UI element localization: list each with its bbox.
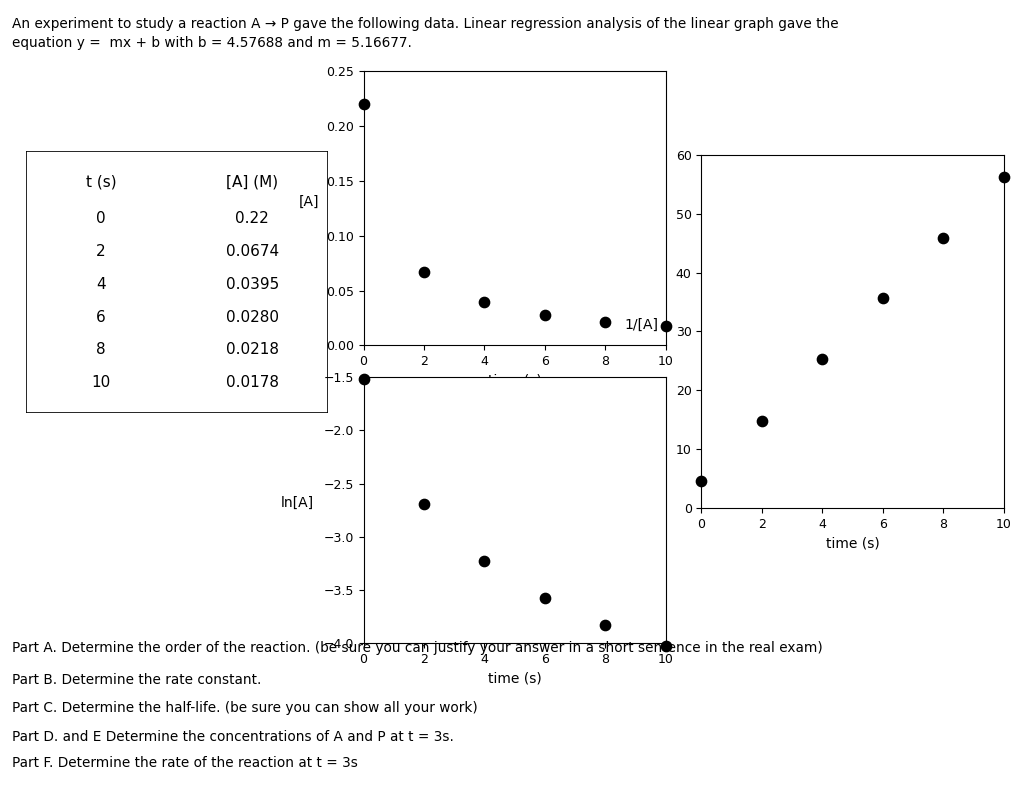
Point <box>657 319 674 332</box>
Text: equation y =  mx + b with b = 4.57688 and m = 5.16677.: equation y = mx + b with b = 4.57688 and… <box>12 36 413 50</box>
Y-axis label: [A]: [A] <box>299 195 319 209</box>
X-axis label: time (s): time (s) <box>487 672 542 685</box>
X-axis label: time (s): time (s) <box>825 537 880 550</box>
Y-axis label: ln[A]: ln[A] <box>281 496 313 510</box>
Point <box>537 308 553 321</box>
Text: 8: 8 <box>96 342 105 357</box>
Text: 4: 4 <box>96 277 105 292</box>
Point <box>416 498 432 511</box>
Point <box>935 232 951 245</box>
Text: Part B. Determine the rate constant.: Part B. Determine the rate constant. <box>12 673 262 687</box>
Point <box>874 291 891 304</box>
Y-axis label: 1/[A]: 1/[A] <box>624 318 658 332</box>
Point <box>754 414 770 427</box>
X-axis label: time (s): time (s) <box>487 374 542 387</box>
Text: 10: 10 <box>91 376 111 390</box>
Text: 0.0218: 0.0218 <box>225 342 279 357</box>
Point <box>537 592 553 604</box>
Point <box>597 315 613 328</box>
Point <box>995 171 1012 183</box>
Text: 0.0674: 0.0674 <box>225 245 279 259</box>
Point <box>416 265 432 278</box>
Point <box>597 619 613 631</box>
Point <box>355 98 372 110</box>
Text: Part F. Determine the rate of the reaction at t = 3s: Part F. Determine the rate of the reacti… <box>12 756 358 770</box>
Point <box>657 640 674 653</box>
Point <box>814 353 830 365</box>
Text: An experiment to study a reaction A → P gave the following data. Linear regressi: An experiment to study a reaction A → P … <box>12 17 839 32</box>
Text: t (s): t (s) <box>86 175 117 190</box>
Text: 0.22: 0.22 <box>236 211 269 226</box>
Text: [A] (M): [A] (M) <box>226 175 279 190</box>
Text: 0.0280: 0.0280 <box>225 310 279 325</box>
Point <box>476 295 493 308</box>
Text: Part A. Determine the order of the reaction. (be sure you can justify your answe: Part A. Determine the order of the react… <box>12 641 823 655</box>
Text: 2: 2 <box>96 245 105 259</box>
Text: 6: 6 <box>96 310 106 325</box>
FancyBboxPatch shape <box>26 151 328 413</box>
Point <box>476 555 493 568</box>
Text: 0.0395: 0.0395 <box>225 277 279 292</box>
Text: 0.0178: 0.0178 <box>225 376 279 390</box>
Point <box>355 372 372 385</box>
Text: Part D. and E Determine the concentrations of A and P at t = 3s.: Part D. and E Determine the concentratio… <box>12 730 455 744</box>
Point <box>693 475 710 488</box>
Text: 0: 0 <box>96 211 105 226</box>
Text: Part C. Determine the half-life. (be sure you can show all your work): Part C. Determine the half-life. (be sur… <box>12 700 478 715</box>
